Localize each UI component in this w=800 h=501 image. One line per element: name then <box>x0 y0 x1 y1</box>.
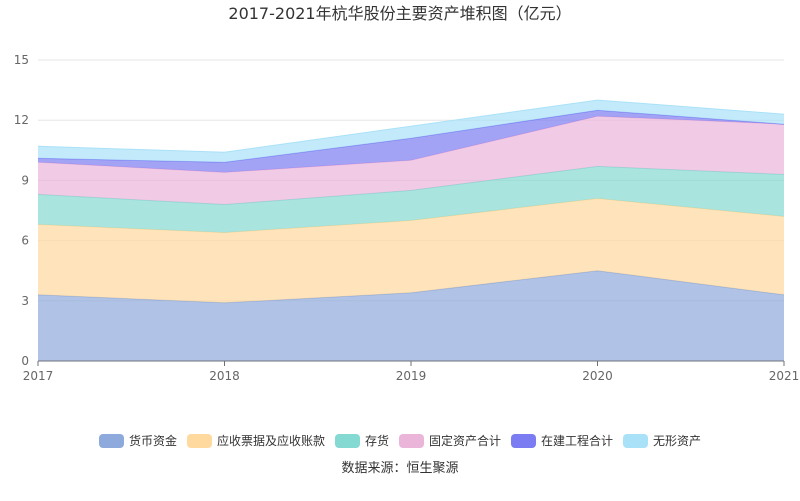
area-series-6 <box>38 100 784 163</box>
legend-swatch-4 <box>399 434 424 448</box>
legend-swatch-1 <box>99 434 124 448</box>
legend: 货币资金 应收票据及应收账款 存货 固定资产合计 在建工程合计 无形资产 <box>99 433 701 448</box>
x-tick-label: 2017 <box>23 369 54 383</box>
legend-label-4: 固定资产合计 <box>429 433 501 448</box>
legend-item-6: 无形资产 <box>623 434 701 448</box>
area-series-5 <box>38 110 784 173</box>
legend-swatch-6 <box>623 434 648 448</box>
legend-label-2: 应收票据及应收账款 <box>217 433 325 448</box>
y-tick-label: 9 <box>21 173 29 187</box>
x-tick-label: 2020 <box>582 369 613 383</box>
chart-title: 2017-2021年杭华股份主要资产堆积图（亿元） <box>228 4 571 23</box>
y-tick-label: 15 <box>14 53 29 67</box>
legend-item-1: 货币资金 <box>99 433 177 448</box>
y-tick-label: 3 <box>21 294 29 308</box>
legend-swatch-2 <box>187 434 212 448</box>
legend-swatch-5 <box>511 434 536 448</box>
area-series-1 <box>38 270 784 361</box>
y-tick-label: 6 <box>21 234 29 248</box>
legend-item-2: 应收票据及应收账款 <box>187 433 325 448</box>
legend-item-4: 固定资产合计 <box>399 433 501 448</box>
area-series-edge-6 <box>37 99 785 153</box>
legend-label-3: 存货 <box>365 433 389 448</box>
y-tick-label: 12 <box>14 113 29 127</box>
legend-item-5: 在建工程合计 <box>511 433 613 448</box>
legend-label-1: 货币资金 <box>129 433 177 448</box>
area-series-3 <box>38 166 784 233</box>
axes: 0 3 6 9 12 15 2017 2018 2019 2020 2021 <box>14 53 800 383</box>
legend-label-6: 无形资产 <box>653 434 701 448</box>
x-tick-label: 2021 <box>769 369 800 383</box>
area-series-group <box>37 99 785 361</box>
legend-swatch-3 <box>335 434 360 448</box>
x-tick-label: 2019 <box>396 369 427 383</box>
y-tick-label: 0 <box>21 354 29 368</box>
legend-label-5: 在建工程合计 <box>541 433 613 448</box>
data-source-note: 数据来源：恒生聚源 <box>341 461 458 476</box>
area-series-2 <box>38 198 784 303</box>
legend-item-3: 存货 <box>335 433 389 448</box>
x-tick-label: 2018 <box>209 369 240 383</box>
